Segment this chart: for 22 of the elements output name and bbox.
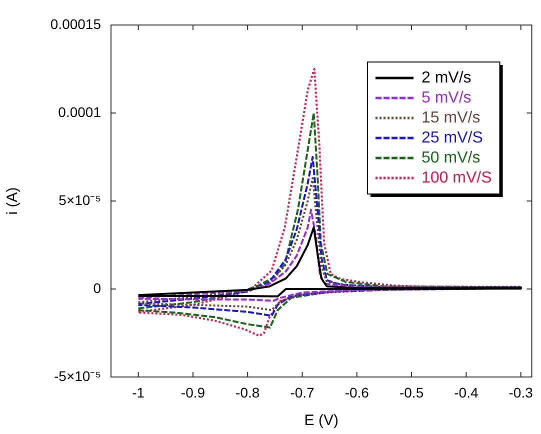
y-tick-label: 0.0001: [58, 104, 102, 120]
legend-label: 100 mV/S: [422, 169, 492, 186]
y-axis-title: i (A): [4, 187, 22, 215]
y-tick-label: 5×10⁻⁵: [58, 192, 101, 208]
y-tick-label: 0: [93, 280, 102, 296]
x-tick-label: -0.4: [454, 384, 478, 400]
x-tick-label: -0.6: [344, 384, 370, 400]
y-tick-label: -5×10⁻⁵: [54, 368, 101, 384]
legend-label: 5 mV/s: [422, 89, 472, 106]
x-tick-label: -0.3: [508, 384, 534, 400]
legend-label: 15 mV/s: [422, 109, 480, 126]
legend-label: 25 mV/S: [422, 129, 483, 146]
legend-label: 50 mV/s: [422, 149, 480, 166]
legend-label: 2 mV/s: [422, 69, 472, 86]
x-tick-label: -1: [132, 384, 145, 400]
x-tick-label: -0.8: [236, 384, 260, 400]
x-tick-label: -0.9: [180, 384, 206, 400]
y-tick-label: 0.00015: [50, 16, 102, 32]
x-axis-title: E (V): [304, 412, 338, 430]
line-series: [137, 68, 522, 337]
x-tick-label: -0.5: [399, 384, 424, 400]
x-tick-label: -0.7: [290, 384, 315, 400]
